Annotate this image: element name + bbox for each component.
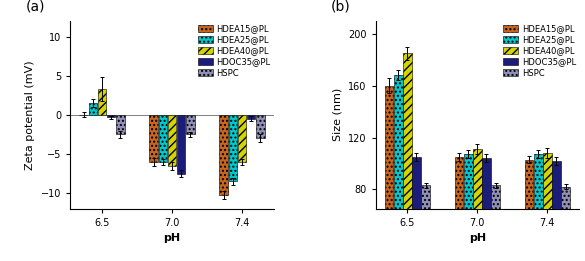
Bar	[177, 115, 185, 174]
Bar	[412, 157, 421, 261]
Bar	[168, 115, 176, 166]
Bar	[525, 159, 534, 261]
Bar	[473, 149, 481, 261]
Bar	[394, 75, 402, 261]
Bar	[482, 158, 491, 261]
Bar	[561, 187, 570, 261]
X-axis label: pH: pH	[163, 233, 181, 244]
Text: (b): (b)	[331, 0, 350, 13]
Bar	[238, 115, 246, 162]
Legend: HDEA15@PL, HDEA25@PL, HDEA40@PL, HDOC35@PL, HSPC: HDEA15@PL, HDEA25@PL, HDEA40@PL, HDOC35@…	[502, 22, 577, 79]
Bar	[421, 186, 430, 261]
Bar	[106, 115, 115, 117]
Bar	[229, 115, 238, 181]
Bar	[534, 154, 543, 261]
Y-axis label: Size (nm): Size (nm)	[332, 88, 342, 141]
Bar	[491, 186, 500, 261]
Bar	[403, 53, 412, 261]
Bar	[385, 86, 394, 261]
Bar	[159, 115, 167, 162]
Legend: HDEA15@PL, HDEA25@PL, HDEA40@PL, HDOC35@PL, HSPC: HDEA15@PL, HDEA25@PL, HDEA40@PL, HDOC35@…	[197, 22, 272, 79]
Bar	[455, 157, 463, 261]
Y-axis label: Zeta potential (mV): Zeta potential (mV)	[25, 60, 35, 170]
Bar	[256, 115, 264, 138]
Text: (a): (a)	[25, 0, 45, 13]
Bar	[219, 115, 228, 195]
Bar	[552, 161, 561, 261]
Bar	[116, 115, 125, 134]
Bar	[464, 154, 473, 261]
Bar	[247, 115, 256, 119]
Bar	[88, 103, 97, 115]
X-axis label: pH: pH	[469, 233, 486, 244]
Bar	[149, 115, 158, 162]
Bar	[98, 89, 106, 115]
Bar	[186, 115, 195, 134]
Bar	[543, 153, 552, 261]
